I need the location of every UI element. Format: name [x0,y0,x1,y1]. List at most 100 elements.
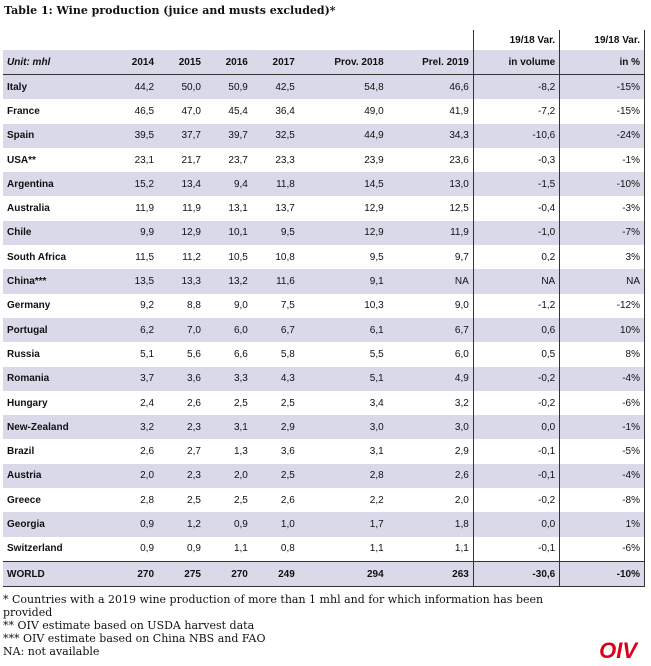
value-cell: 44,9 [364,130,384,142]
value-cell: 4,3 [280,373,295,385]
value-cell: -4% [559,366,645,391]
value-cell: 45,4 [228,105,248,117]
value-cell: 2,6 [454,470,469,482]
value-cell: 2,8 [140,494,155,506]
value-cell: 0,0 [472,512,560,537]
footnote-1: * Countries with a 2019 wine production … [3,593,544,619]
table-row: Spain 39,5 37,7 39,7 32,5 44,9 34,3 -10,6 -24% [3,123,645,148]
country-cell: South Africa [7,251,67,263]
value-cell: 249 [251,560,299,588]
value-cell: -12% [559,293,645,318]
value-cell: 1,2 [187,518,201,530]
country-cell: Georgia [7,518,45,530]
value-cell: 2,2 [369,494,384,506]
value-cell: 3,6 [280,446,295,458]
value-cell: 1,7 [369,518,384,530]
value-cell: 54,8 [364,81,384,93]
table-row: Australia 11,9 11,9 13,1 13,7 12,9 12,5 -0,4 -3% [3,196,645,221]
value-cell: 23,9 [364,154,384,166]
value-cell: -24% [559,123,645,148]
value-cell: 9,5 [369,251,384,263]
value-cell: 37,7 [181,130,201,142]
value-cell: -0,3 [472,147,560,173]
value-cell: 39,7 [228,130,248,142]
table-body: Italy 44,2 50,0 50,9 42,5 54,8 46,6 -8,2 -15% Fra… [3,74,645,588]
value-cell: 0,0 [472,415,560,440]
country-cell: Portugal [7,324,48,336]
value-cell: 2,0 [454,494,469,506]
value-cell: 270 [111,560,159,588]
value-cell: 12,9 [364,227,384,239]
table-row: China*** 13,5 13,3 13,2 11,6 9,1 NA NA NA [3,269,645,294]
value-cell: 2,4 [140,397,155,409]
value-cell: 23,1 [134,154,155,166]
value-cell: 3,1 [233,421,248,433]
value-cell: 6,0 [454,348,469,360]
value-cell: 2,3 [187,421,201,433]
value-cell: 9,0 [454,300,469,312]
value-cell: 294 [298,560,388,588]
value-cell: 12,9 [181,227,201,239]
value-cell: 3,2 [140,421,155,433]
country-cell: Australia [7,203,50,215]
table-row: Brazil 2,6 2,7 1,3 3,6 3,1 2,9 -0,1 -5% [3,439,645,464]
value-cell: 9,0 [233,300,248,312]
value-cell: -30,6 [472,560,560,588]
value-cell: 13,5 [134,276,155,288]
value-cell: 13,0 [449,178,469,190]
country-cell: Greece [7,494,41,506]
table-row: South Africa 11,5 11,2 10,5 10,8 9,5 9,7 0,2 3% [3,245,645,270]
value-cell: 5,6 [187,348,201,360]
country-cell: New-Zealand [7,421,69,433]
value-cell: 2,5 [280,397,295,409]
table-row: Austria 2,0 2,3 2,0 2,5 2,8 2,6 -0,1 -4% [3,463,645,489]
value-cell: NA [472,269,560,294]
value-cell: 5,1 [369,373,384,385]
value-cell: 3,4 [369,397,384,409]
table-row: Portugal 6,2 7,0 6,0 6,7 6,1 6,7 0,6 10% [3,317,645,343]
value-cell: 0,5 [472,342,560,367]
table-row: Romania 3,7 3,6 3,3 4,3 5,1 4,9 -0,2 -4% [3,366,645,391]
value-cell: 23,3 [275,154,295,166]
value-cell: 1,3 [233,446,248,458]
value-cell: -0,1 [472,463,560,489]
value-cell: 14,5 [364,178,384,190]
value-cell: 50,9 [228,81,248,93]
value-cell: 0,9 [140,543,155,555]
table-row: Germany 9,2 8,8 9,0 7,5 10,3 9,0 -1,2 -12% [3,293,645,318]
value-cell: 11,5 [135,251,155,263]
value-cell: 49,0 [364,105,384,117]
table-row: Greece 2,8 2,5 2,5 2,6 2,2 2,0 -0,2 -8% [3,488,645,513]
value-cell: -6% [559,536,645,562]
col-2016: 2016 [204,50,252,75]
value-cell: 6,7 [280,324,295,336]
country-cell: Romania [7,373,50,385]
value-cell: 11,9 [182,203,201,215]
value-cell: 1,1 [233,543,248,555]
country-cell: Switzerland [7,543,63,555]
country-cell: Italy [7,81,28,93]
value-cell: -8,2 [472,74,560,100]
country-cell: Spain [7,130,35,142]
unit-label: Unit: mhl [3,50,112,75]
value-cell: -1% [559,147,645,173]
country-cell: France [7,105,40,117]
value-cell: -0,2 [472,366,560,391]
value-cell: 41,9 [449,105,469,117]
value-cell: 0,9 [233,518,248,530]
value-cell: NA [454,276,469,288]
value-cell: -6% [559,390,645,416]
value-cell: 1,1 [369,543,384,555]
value-cell: 11,9 [135,203,155,215]
value-cell: 275 [158,560,205,588]
value-cell: 9,1 [369,276,384,288]
footnote-4: NA: not available [3,645,100,658]
value-cell: 21,7 [181,154,201,166]
value-cell: 0,6 [472,317,560,343]
value-cell: 3,0 [369,421,384,433]
value-cell: 13,7 [275,203,295,215]
value-cell: -4% [559,463,645,489]
table-row: France 46,5 47,0 45,4 36,4 49,0 41,9 -7,2 -15% [3,99,645,124]
value-cell: 2,8 [369,470,384,482]
table-row: Italy 44,2 50,0 50,9 42,5 54,8 46,6 -8,2 -15% [3,74,645,100]
